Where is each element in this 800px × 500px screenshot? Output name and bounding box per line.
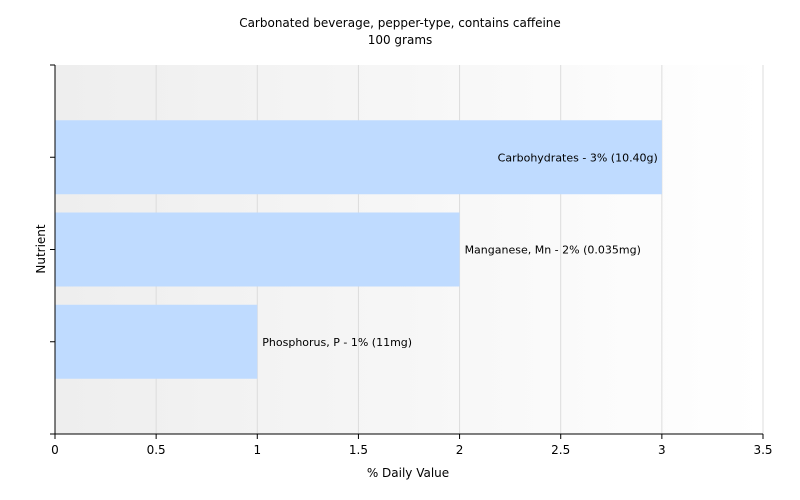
x-tick-label: 2.5 xyxy=(551,443,570,457)
bar-data-label: Manganese, Mn - 2% (0.035mg) xyxy=(465,244,641,257)
x-tick-label: 2 xyxy=(456,443,464,457)
axes: 0 0.5 1 1.5 2 2.5 3 3.5 xyxy=(50,64,773,457)
chart-subtitle: 100 grams xyxy=(368,33,433,47)
bar-data-label: Phosphorus, P - 1% (11mg) xyxy=(262,336,412,349)
y-axis-title: Nutrient xyxy=(34,224,48,274)
x-tick-label: 0 xyxy=(51,443,59,457)
chart-title: Carbonated beverage, pepper-type, contai… xyxy=(239,16,561,30)
bar xyxy=(55,120,662,195)
bar xyxy=(55,304,258,379)
x-tick-label: 3 xyxy=(658,443,666,457)
x-tick-label: 3.5 xyxy=(753,443,772,457)
bar-data-label: Carbohydrates - 3% (10.40g) xyxy=(498,151,658,164)
x-axis-title: % Daily Value xyxy=(367,466,449,480)
bars: Carbohydrates - 3% (10.40g) Manganese, Mn… xyxy=(55,120,662,379)
x-tick-label: 0.5 xyxy=(147,443,166,457)
bar xyxy=(55,212,460,287)
x-tick-label: 1.5 xyxy=(349,443,368,457)
x-tick-label: 1 xyxy=(253,443,261,457)
